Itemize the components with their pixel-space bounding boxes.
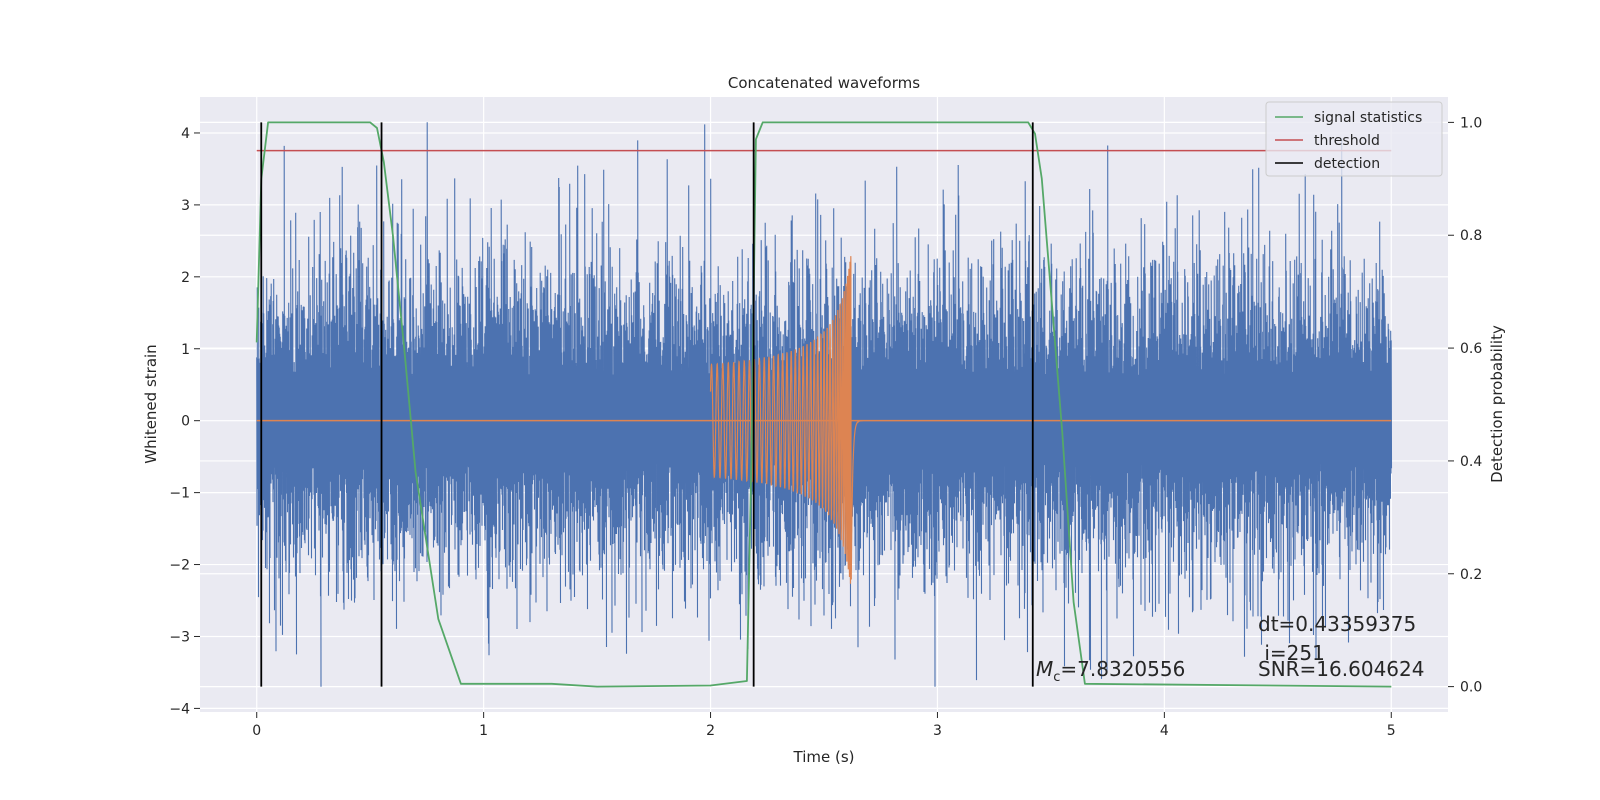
signal-statistics-series: [255, 121, 1392, 688]
chirp-mass-annotation: Mc=7.8320556: [1036, 657, 1185, 685]
legend-label-signal-statistics: signal statistics: [1314, 110, 1422, 126]
x-tick-label: 0: [252, 723, 261, 739]
y-tick-label: −4: [169, 701, 190, 717]
x-tick-label: 4: [1160, 723, 1169, 739]
template-series: [256, 256, 1392, 584]
detection-series: [260, 122, 1034, 687]
y-tick-label: −3: [169, 629, 190, 645]
y-tick-label: 3: [181, 198, 190, 214]
chirp-mass-symbol: M: [1036, 657, 1053, 681]
x-tick-label: 3: [933, 723, 942, 739]
y-tick-label: 1: [181, 342, 190, 358]
legend-label-threshold: threshold: [1314, 133, 1380, 149]
y-tick-label: 4: [181, 126, 190, 142]
legend-label-detection: detection: [1314, 156, 1380, 172]
legend: signal statistics threshold detection: [1265, 101, 1443, 177]
plot-area: [255, 121, 1393, 688]
chirp-mass-value: =7.8320556: [1060, 657, 1185, 681]
y-tick-label: −1: [169, 486, 190, 502]
y-tick-label: 2: [181, 270, 190, 286]
x-tick-label: 5: [1387, 723, 1396, 739]
snr-annotation: SNR=16.604624: [1258, 657, 1424, 681]
y2-axis-label: Detection probability: [1488, 325, 1506, 483]
signal-statistics-line: [255, 121, 1392, 688]
chirp-mass-subscript: c: [1053, 670, 1060, 685]
y2-tick-label: 0.0: [1460, 680, 1482, 696]
y-tick-label: 0: [181, 414, 190, 430]
y2-tick-label: 0.4: [1460, 454, 1482, 470]
x-tick-label: 1: [479, 723, 488, 739]
axis-ticks: 0 1 2 3 4 5 −4 −3 −2 −1 0 1 2 3 4 0.0 0.2 0.4 0.6 0.8 1.0: [169, 115, 1482, 739]
x-axis-label: Time (s): [793, 748, 855, 766]
chart-title: Concatenated waveforms: [728, 74, 920, 92]
y-tick-label: −2: [169, 558, 190, 574]
dt-annotation: dt=0.43359375: [1258, 612, 1416, 636]
annotations: Mc=7.8320556 dt=0.43359375 i=251 SNR=16.…: [1036, 612, 1424, 685]
y2-tick-label: 0.6: [1460, 341, 1482, 357]
x-tick-label: 2: [706, 723, 715, 739]
y2-tick-label: 1.0: [1460, 115, 1482, 131]
y2-tick-label: 0.8: [1460, 228, 1482, 244]
y2-tick-label: 0.2: [1460, 567, 1482, 583]
legend-box: [1265, 101, 1443, 177]
template-chirp-line: [709, 256, 863, 584]
y-axis-label: Whitened strain: [142, 344, 160, 463]
i-annotation: i=251: [1258, 641, 1325, 665]
